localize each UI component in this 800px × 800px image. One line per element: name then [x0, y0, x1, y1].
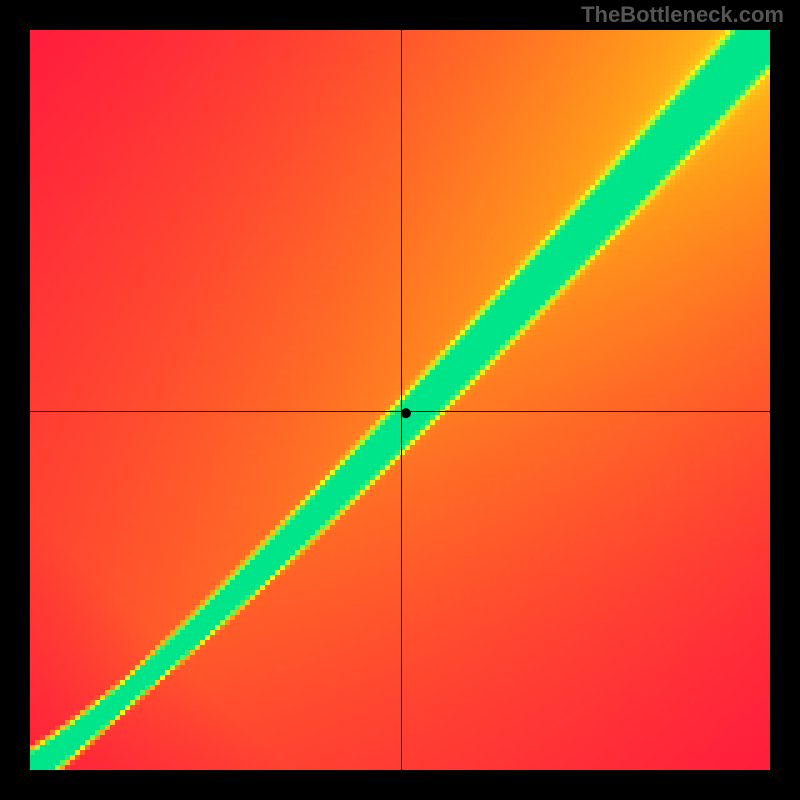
- crosshair-overlay: [30, 30, 770, 770]
- watermark-text: TheBottleneck.com: [581, 2, 784, 28]
- chart-container: TheBottleneck.com: [0, 0, 800, 800]
